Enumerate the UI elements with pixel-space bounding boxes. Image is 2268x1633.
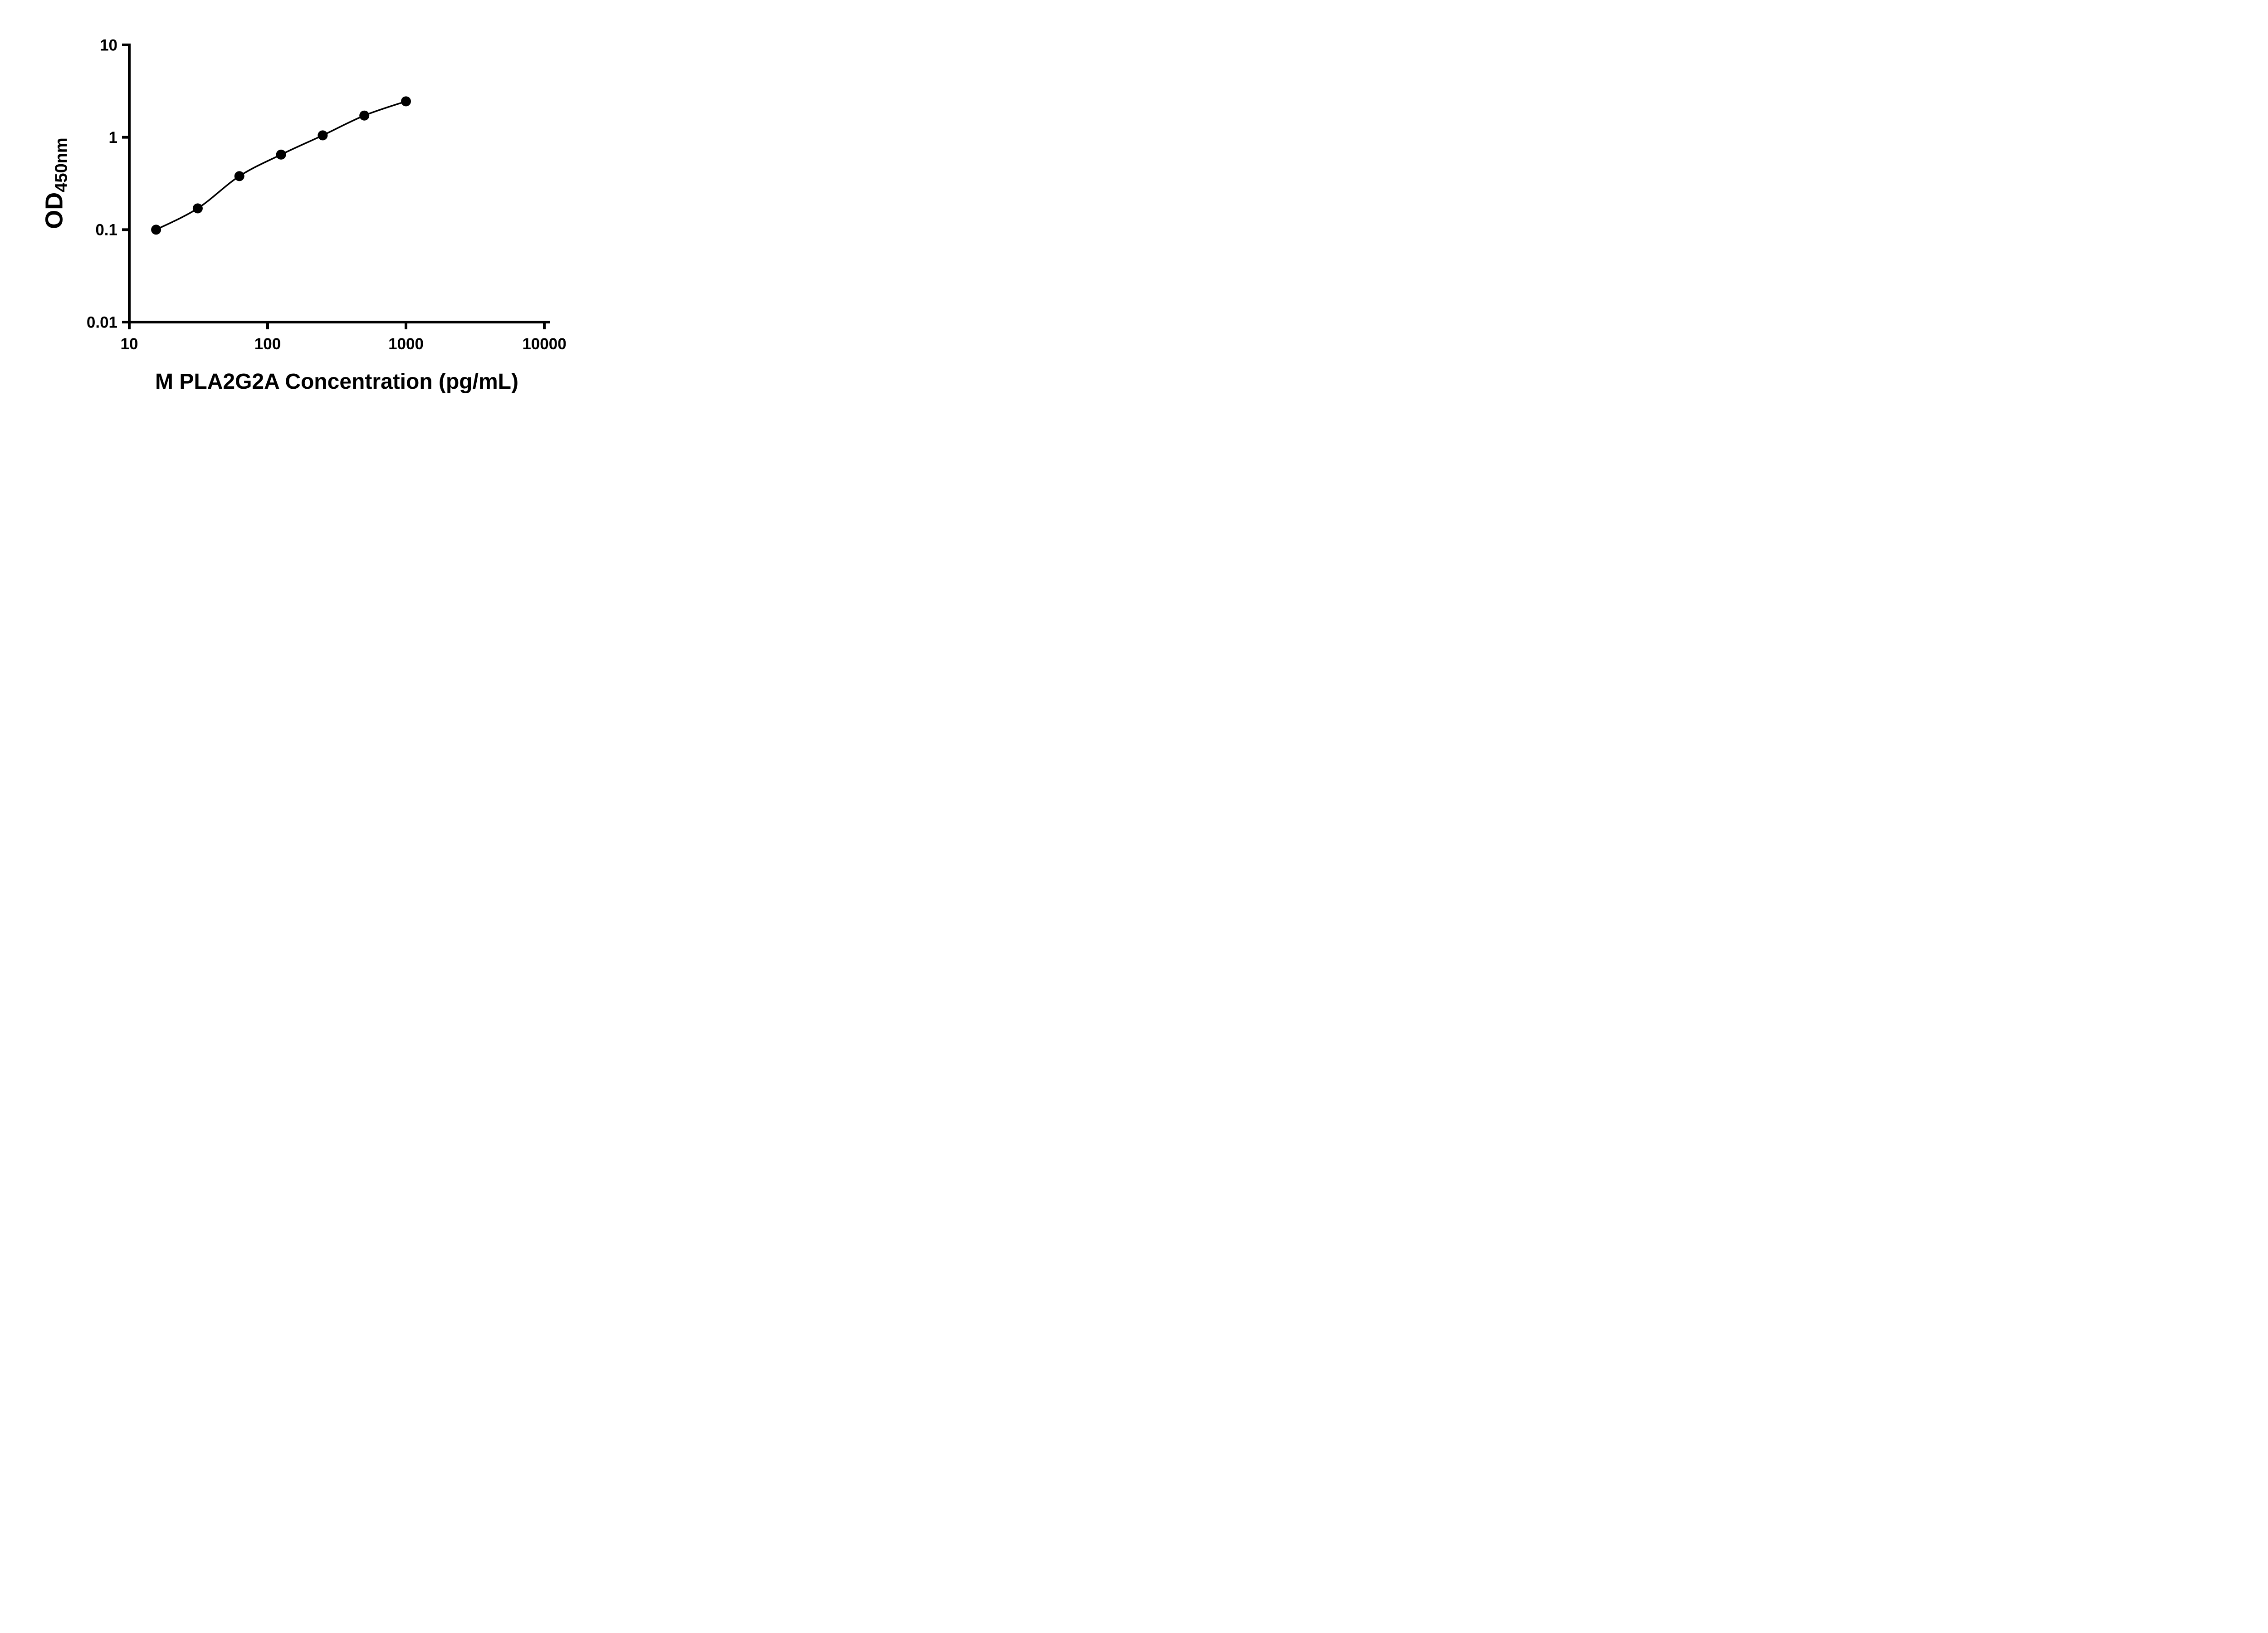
- data-point-marker: [151, 225, 161, 235]
- data-point-marker: [192, 203, 203, 214]
- y-axis-title-main: OD: [40, 192, 68, 229]
- y-axis-title: OD450nm: [40, 137, 72, 229]
- y-axis-title-subscript: 450nm: [52, 137, 71, 192]
- y-tick-label: 0.01: [87, 313, 117, 331]
- elisa-standard-curve-figure: 10 100 1000 10000 0.01 0.1 1 10 OD450nm M PLA2G…: [18, 7, 601, 416]
- x-tick-label: 10000: [522, 335, 566, 353]
- x-tick-label: 1000: [388, 335, 424, 353]
- x-axis-title: M PLA2G2A Concentration (pg/mL): [155, 370, 518, 394]
- y-tick-label: 0.1: [95, 221, 117, 239]
- data-point-marker: [276, 149, 286, 160]
- data-point-marker: [318, 130, 328, 141]
- x-tick-label: 10: [121, 335, 138, 353]
- chart-svg: 10 100 1000 10000 0.01 0.1 1 10: [87, 36, 567, 353]
- data-point-marker: [359, 110, 370, 121]
- x-tick-label: 100: [254, 335, 281, 353]
- y-tick-label: 10: [100, 36, 117, 54]
- data-point-marker: [401, 96, 411, 107]
- data-point-marker: [234, 171, 244, 181]
- y-tick-label: 1: [109, 129, 117, 147]
